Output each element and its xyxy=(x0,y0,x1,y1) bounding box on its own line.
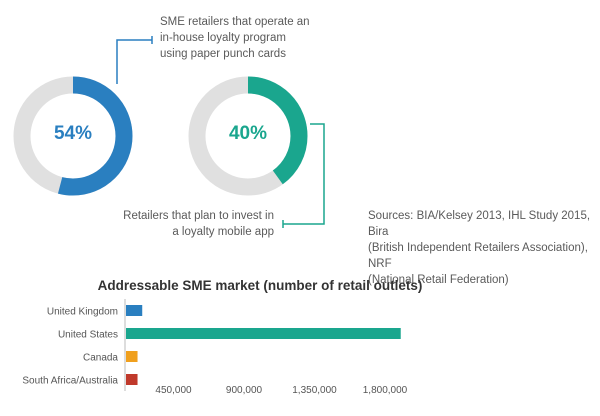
donut-percentage: 40% xyxy=(228,123,268,144)
bar xyxy=(126,374,138,385)
caption-line: using paper punch cards xyxy=(160,48,286,60)
x-tick-label: 450,000 xyxy=(155,385,192,396)
sources-line: (National Retail Federation) xyxy=(368,274,509,286)
category-label: United States xyxy=(58,330,118,341)
donut-arc xyxy=(188,76,308,196)
caption-line: in-house loyalty program xyxy=(160,32,286,44)
caption-line: Retailers that plan to invest in xyxy=(123,210,274,222)
sources-line: (British Independent Retailers Associati… xyxy=(368,242,588,270)
category-label: United Kingdom xyxy=(47,307,118,318)
callout-caption-2: Retailers that plan to invest in a loyal… xyxy=(123,208,274,240)
x-tick-label: 1,350,000 xyxy=(292,385,337,396)
bar xyxy=(126,328,401,339)
bar-chart-title: Addressable SME market (number of retail… xyxy=(97,278,423,293)
donut-chart-paper-punch-cards xyxy=(13,76,133,196)
donut-arc xyxy=(13,76,133,196)
category-label: South Africa/Australia xyxy=(22,376,118,387)
category-label: Canada xyxy=(83,353,118,364)
donut-percentage: 54% xyxy=(53,123,93,144)
sources-line: Sources: BIA/Kelsey 2013, IHL Study 2015… xyxy=(368,210,591,238)
x-tick-label: 1,800,000 xyxy=(363,385,408,396)
x-tick-label: 900,000 xyxy=(226,385,263,396)
caption-line: SME retailers that operate an xyxy=(160,16,310,28)
callout-caption-1: SME retailers that operate an in-house l… xyxy=(160,14,310,62)
sources-note: Sources: BIA/Kelsey 2013, IHL Study 2015… xyxy=(368,208,600,288)
bar xyxy=(126,305,143,316)
donut-chart-mobile-app xyxy=(188,76,308,196)
caption-line: a loyalty mobile app xyxy=(172,226,274,238)
bar xyxy=(126,351,138,362)
